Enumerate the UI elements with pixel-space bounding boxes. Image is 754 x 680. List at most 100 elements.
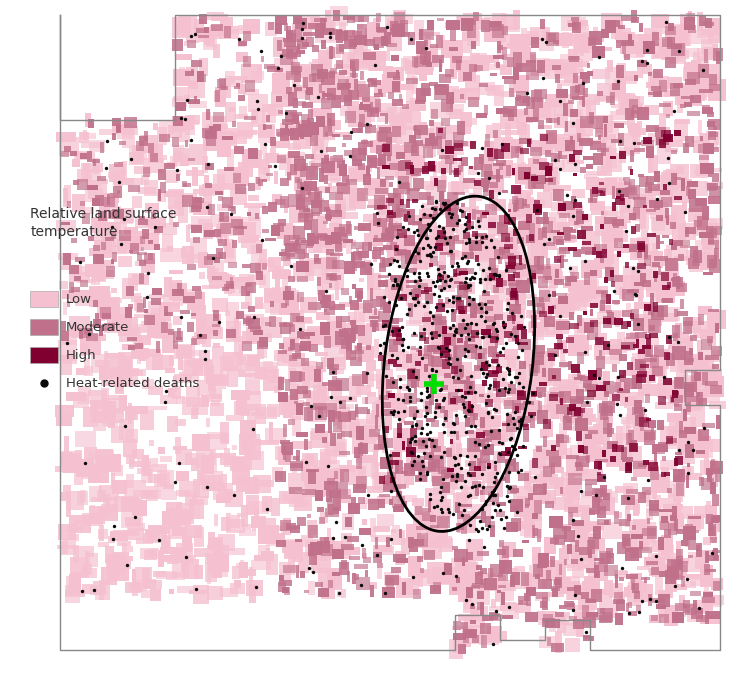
Bar — [692, 600, 697, 609]
Bar — [480, 426, 494, 442]
Bar — [192, 286, 201, 291]
Point — [490, 404, 502, 415]
Bar — [298, 39, 308, 49]
Bar — [667, 438, 677, 443]
Bar — [288, 290, 299, 303]
Bar — [359, 278, 364, 282]
Bar — [258, 124, 274, 137]
Bar — [599, 286, 608, 296]
Bar — [676, 496, 682, 518]
Bar — [559, 391, 571, 403]
Bar — [710, 596, 722, 607]
Bar — [586, 568, 598, 573]
Bar — [446, 149, 464, 155]
Bar — [677, 311, 688, 316]
Bar — [610, 148, 617, 168]
Bar — [251, 109, 258, 124]
Bar — [502, 253, 513, 259]
Bar — [394, 250, 406, 256]
Bar — [336, 433, 342, 439]
Bar — [583, 581, 590, 591]
Bar — [149, 526, 170, 534]
Bar — [213, 375, 228, 386]
Bar — [336, 60, 342, 69]
Bar — [153, 571, 166, 577]
Bar — [413, 178, 425, 188]
Bar — [431, 356, 443, 367]
Bar — [539, 351, 559, 356]
Bar — [555, 612, 564, 617]
Point — [464, 470, 477, 481]
Bar — [486, 148, 493, 156]
Bar — [556, 524, 575, 529]
Bar — [691, 371, 697, 381]
Bar — [682, 41, 686, 56]
Bar — [592, 496, 599, 508]
Bar — [285, 286, 291, 292]
Bar — [670, 575, 675, 583]
Bar — [277, 67, 283, 84]
Bar — [556, 117, 560, 124]
Bar — [382, 74, 401, 93]
Bar — [556, 435, 569, 443]
Point — [491, 467, 503, 478]
Bar — [172, 124, 185, 132]
Bar — [407, 369, 415, 379]
Bar — [463, 14, 482, 22]
Bar — [279, 395, 297, 415]
Bar — [638, 349, 645, 354]
Bar — [213, 299, 228, 313]
Bar — [289, 498, 309, 507]
Bar — [187, 292, 205, 310]
Bar — [553, 189, 563, 201]
Bar — [526, 197, 534, 217]
Bar — [582, 605, 589, 618]
Bar — [557, 296, 569, 304]
Bar — [57, 132, 76, 141]
Bar — [485, 439, 489, 446]
Bar — [304, 214, 315, 229]
Bar — [542, 617, 556, 627]
Bar — [406, 162, 413, 169]
Bar — [372, 243, 378, 262]
Bar — [635, 224, 639, 233]
Bar — [387, 155, 391, 161]
Point — [502, 482, 514, 493]
Bar — [313, 231, 329, 252]
Bar — [323, 221, 328, 224]
Bar — [290, 389, 298, 400]
Bar — [449, 109, 462, 119]
Bar — [553, 577, 572, 594]
Bar — [122, 345, 144, 350]
Bar — [467, 439, 480, 452]
Bar — [513, 35, 532, 41]
Bar — [534, 354, 553, 369]
Bar — [467, 430, 474, 434]
Bar — [363, 174, 371, 185]
Bar — [372, 107, 379, 114]
Bar — [106, 266, 115, 277]
Bar — [83, 131, 87, 139]
Bar — [231, 390, 250, 401]
Bar — [644, 577, 647, 583]
Bar — [703, 22, 714, 27]
Bar — [585, 435, 592, 439]
Bar — [394, 428, 414, 449]
Bar — [602, 522, 622, 539]
Point — [397, 345, 409, 356]
Point — [475, 303, 487, 313]
Bar — [566, 477, 582, 490]
Bar — [312, 212, 320, 216]
Bar — [497, 171, 504, 192]
Bar — [566, 418, 571, 423]
Bar — [80, 343, 88, 352]
Bar — [556, 562, 566, 581]
Bar — [645, 146, 654, 158]
Bar — [697, 56, 709, 72]
Bar — [602, 504, 607, 510]
Bar — [697, 609, 713, 613]
Bar — [244, 203, 265, 208]
Bar — [626, 548, 637, 552]
Bar — [214, 229, 221, 237]
Bar — [362, 371, 367, 384]
